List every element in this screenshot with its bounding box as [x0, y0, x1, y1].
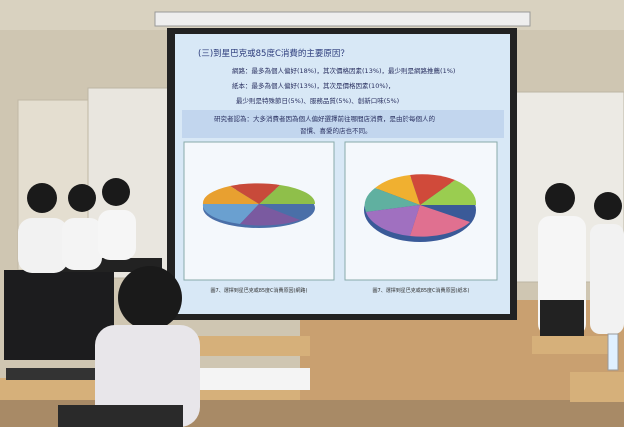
- desk: [570, 372, 624, 402]
- slide-line: 紙本：最多為個人偏好(13%)，其次是價格因素(10%)，: [232, 81, 395, 90]
- slide-line: 最少則是特殊節日(5%)、服務品質(5%)、創新口味(5%): [236, 96, 399, 105]
- bottle: [608, 334, 618, 370]
- keyboard: [6, 368, 96, 380]
- chart-caption: 圖7、選擇到星巴克或85度C消費原因(網路): [211, 287, 308, 294]
- page: {"slide": { "title": "(三)到星巴克或85度C消費的主要原…: [0, 0, 624, 427]
- note-line: 習慣、喜愛的店也不同。: [300, 126, 372, 135]
- chair: [58, 405, 183, 427]
- pie-right: [364, 174, 476, 242]
- pie-left: [203, 183, 315, 228]
- papers: [200, 368, 310, 390]
- desk: [532, 336, 612, 354]
- slide-line: 網路：最多為個人偏好(18%)，其次價格因素(13%)，最少則是網路推薦(1%): [232, 66, 455, 75]
- projector-housing: [155, 12, 530, 26]
- note-line: 研究者認為：大多消費者因為個人偏好選擇前往哪間店消費，是由於每個人的: [214, 114, 436, 123]
- chart-caption: 圖7、選擇到星巴克或85度C消費原因(紙本): [373, 287, 470, 294]
- scene: (三)到星巴克或85度C消費的主要原因？ 網路：最多為個人偏好(18%)，其次價…: [0, 0, 624, 427]
- desk: [190, 336, 310, 356]
- students-left: [18, 178, 136, 273]
- slide-title: (三)到星巴克或85度C消費的主要原因？: [198, 48, 349, 59]
